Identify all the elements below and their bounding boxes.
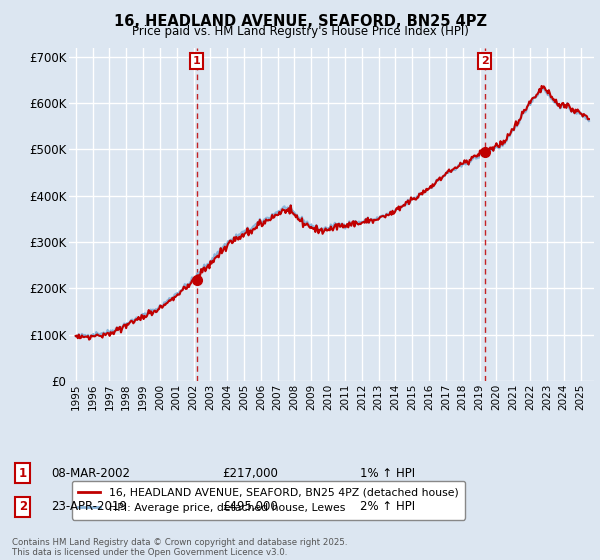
Text: 2% ↑ HPI: 2% ↑ HPI: [360, 500, 415, 514]
Text: 2: 2: [19, 500, 27, 514]
Legend: 16, HEADLAND AVENUE, SEAFORD, BN25 4PZ (detached house), HPI: Average price, det: 16, HEADLAND AVENUE, SEAFORD, BN25 4PZ (…: [72, 481, 465, 520]
Text: £217,000: £217,000: [222, 466, 278, 480]
Text: Price paid vs. HM Land Registry's House Price Index (HPI): Price paid vs. HM Land Registry's House …: [131, 25, 469, 38]
Text: 2: 2: [481, 56, 488, 66]
Text: Contains HM Land Registry data © Crown copyright and database right 2025.
This d: Contains HM Land Registry data © Crown c…: [12, 538, 347, 557]
Text: £495,000: £495,000: [222, 500, 278, 514]
Text: 23-APR-2019: 23-APR-2019: [51, 500, 127, 514]
Text: 16, HEADLAND AVENUE, SEAFORD, BN25 4PZ: 16, HEADLAND AVENUE, SEAFORD, BN25 4PZ: [113, 14, 487, 29]
Text: 1% ↑ HPI: 1% ↑ HPI: [360, 466, 415, 480]
Text: 1: 1: [19, 466, 27, 480]
Text: 08-MAR-2002: 08-MAR-2002: [51, 466, 130, 480]
Text: 1: 1: [193, 56, 200, 66]
